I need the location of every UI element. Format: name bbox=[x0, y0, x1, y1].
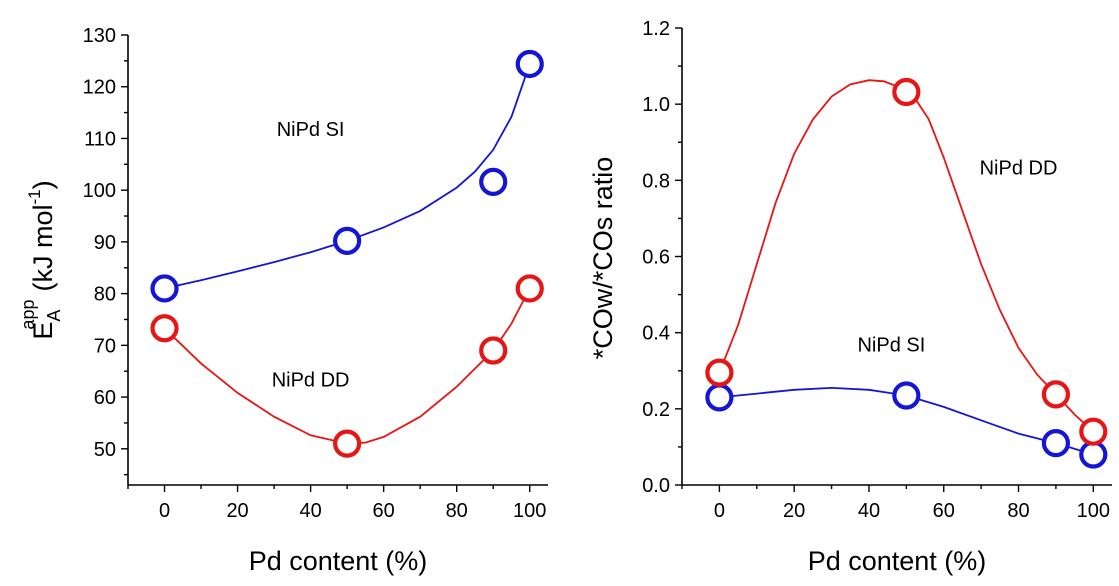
x-tick-label: 100 bbox=[513, 500, 546, 522]
x-axis-title: Pd content (%) bbox=[808, 546, 987, 576]
y-tick-label: 0.6 bbox=[642, 247, 670, 269]
data-point bbox=[333, 429, 362, 458]
x-tick-label: 60 bbox=[373, 500, 395, 522]
data-point bbox=[479, 167, 508, 196]
y-tick-label: 0.2 bbox=[642, 399, 670, 421]
x-tick-label: 60 bbox=[933, 500, 955, 522]
x-tick-label: 20 bbox=[783, 500, 805, 522]
chart-left-energy: 0 20 40 60 80 100 50 60 70 80 90 100 110 120 130 Pd con… bbox=[18, 25, 548, 576]
y-tick-label: 50 bbox=[94, 439, 116, 461]
y-tick-label: 1.2 bbox=[642, 18, 670, 40]
y-axis-title-ylabel-symbol: E bbox=[28, 322, 58, 340]
y-tick-label: 110 bbox=[84, 128, 116, 150]
x-tick-label: 80 bbox=[446, 500, 468, 522]
data-point bbox=[1041, 429, 1071, 458]
series-label: NiPd SI bbox=[857, 335, 925, 357]
y-axis-title-ylabel-close: ) bbox=[28, 180, 58, 189]
x-tick-label: 0 bbox=[159, 500, 170, 522]
data-point bbox=[150, 314, 179, 343]
y-tick-label: 80 bbox=[94, 284, 116, 306]
y-tick-label: 60 bbox=[94, 387, 116, 409]
data-point bbox=[705, 358, 734, 387]
y-tick-label: 0.8 bbox=[642, 170, 670, 192]
y-tick-label: 120 bbox=[83, 77, 116, 99]
data-point bbox=[515, 274, 544, 303]
x-tick-label: 40 bbox=[858, 500, 880, 522]
y-tick-label: 70 bbox=[94, 335, 116, 357]
x-tick-label: 0 bbox=[714, 500, 725, 522]
chart-right-ratio: 0 20 40 60 80 100 0.0 0.2 0.4 0.6 0.8 1.0 1.2 Pd cont… bbox=[588, 18, 1112, 576]
x-tick-label: 80 bbox=[1007, 500, 1029, 522]
data-point bbox=[479, 336, 508, 365]
series-label: NiPd DD bbox=[980, 158, 1058, 180]
data-point bbox=[892, 77, 921, 107]
y-axis-title: EAapp (kJ mol-1) bbox=[18, 180, 64, 339]
y-axis-title: *COw/*COs ratio bbox=[588, 157, 618, 360]
series-curve-1 bbox=[718, 79, 1094, 433]
x-tick-label: 20 bbox=[226, 500, 248, 522]
y-axis-title-ylabel-sup: app bbox=[18, 300, 38, 330]
y-tick-label: 90 bbox=[94, 232, 116, 254]
y-tick-label: 130 bbox=[83, 25, 116, 47]
y-axis-title-ylabel-exp: -1 bbox=[25, 189, 44, 204]
data-point bbox=[892, 381, 921, 410]
y-tick-label: 1.0 bbox=[642, 94, 670, 116]
y-axis-title-ylabel-sub: A bbox=[44, 310, 64, 322]
y-tick-label: 0.0 bbox=[642, 475, 670, 497]
series-curve-1 bbox=[163, 287, 531, 445]
x-axis-title: Pd content (%) bbox=[249, 546, 428, 576]
data-point bbox=[1079, 440, 1108, 469]
data-point bbox=[515, 49, 544, 79]
series-label: NiPd SI bbox=[277, 119, 345, 141]
series-label: NiPd DD bbox=[272, 370, 350, 392]
x-tick-label: 40 bbox=[299, 500, 321, 522]
x-tick-label: 100 bbox=[1077, 500, 1110, 522]
data-point bbox=[150, 274, 179, 303]
y-tick-label: 0.4 bbox=[642, 323, 670, 345]
data-point bbox=[1079, 417, 1108, 446]
data-point bbox=[333, 226, 362, 255]
data-point bbox=[705, 383, 734, 412]
y-axis-title-ylabel: (kJ mol bbox=[28, 205, 58, 292]
y-tick-label: 100 bbox=[83, 180, 116, 202]
series-curve-0 bbox=[164, 63, 531, 290]
data-point bbox=[1041, 380, 1071, 409]
